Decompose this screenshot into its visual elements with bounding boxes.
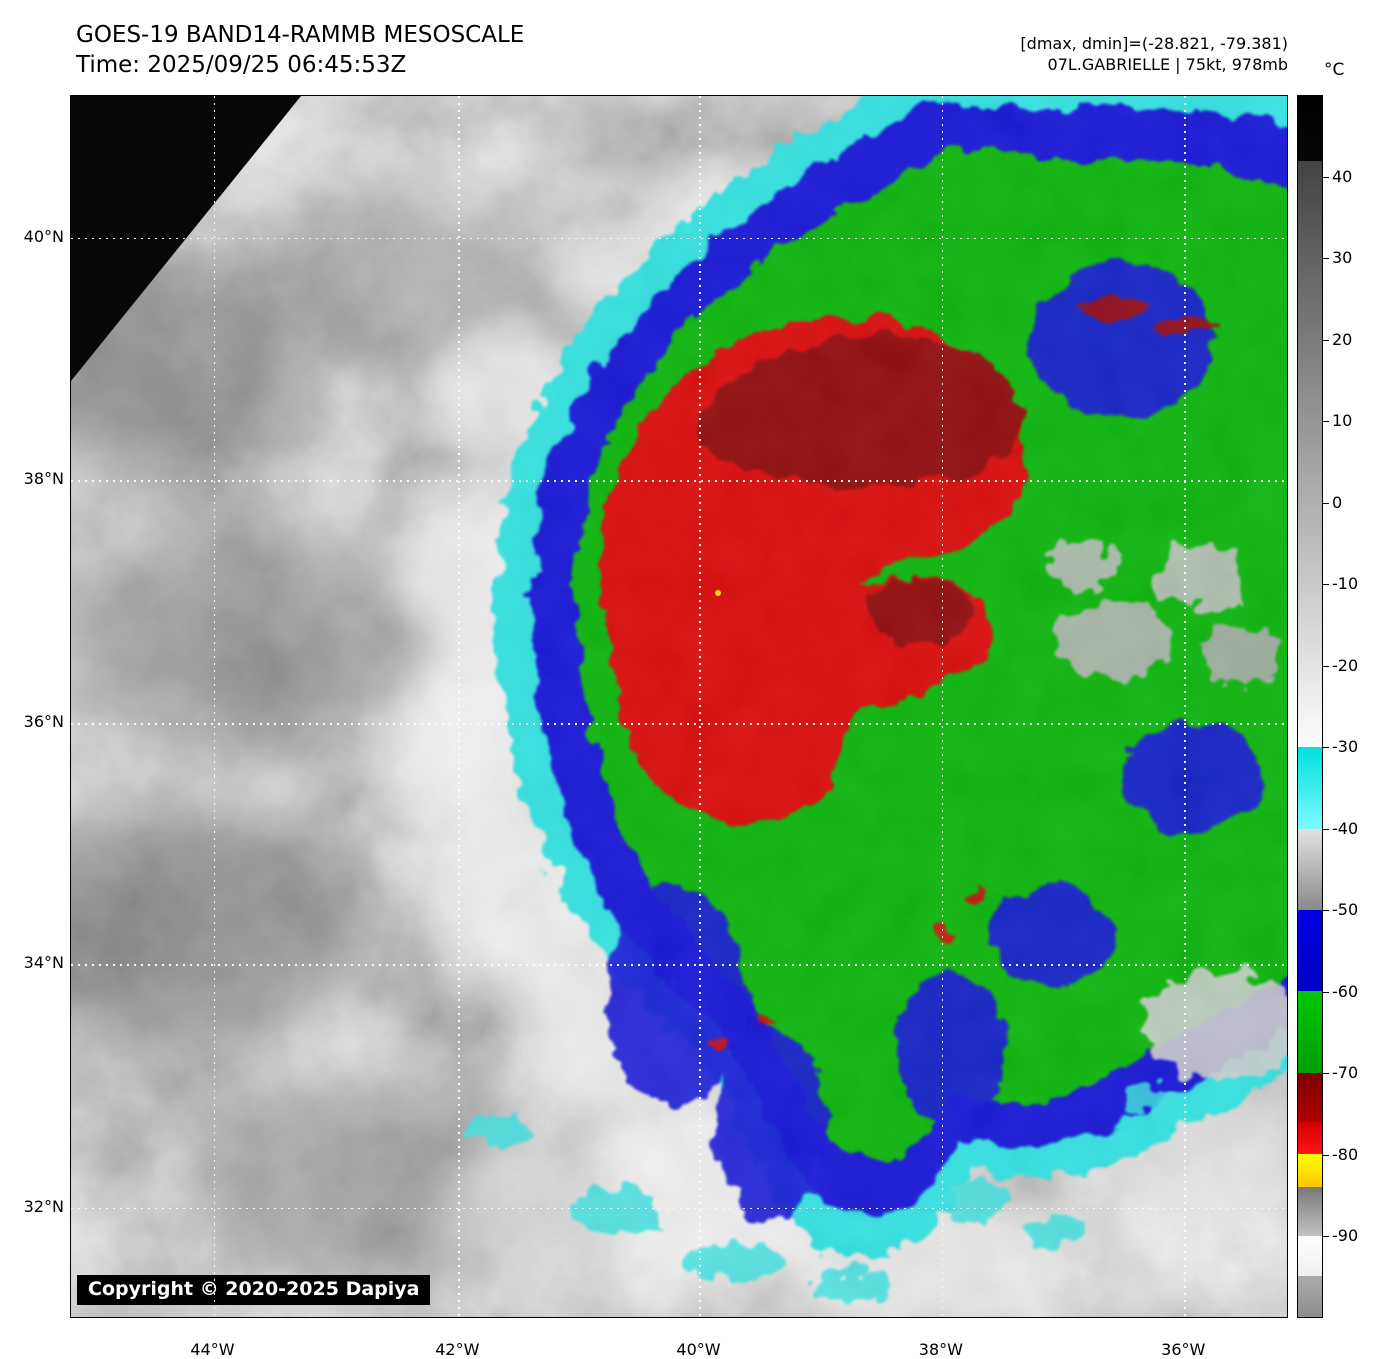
colorbar-segment: [1298, 910, 1322, 992]
longitude-label: 36°W: [1161, 1340, 1206, 1359]
sensor-noise-overlay: [71, 96, 1287, 1317]
gridline-longitude: [1184, 96, 1186, 1317]
colorbar-tick-label: -10: [1332, 574, 1359, 594]
colorbar-segment: [1298, 1235, 1322, 1277]
storm-info: 07L.GABRIELLE | 75kt, 978mb: [1047, 55, 1288, 74]
header-right: [dmax, dmin]=(-28.821, -79.381) 07L.GABR…: [1020, 33, 1288, 75]
colorbar-tick: [1323, 584, 1329, 586]
colorbar-segment: [1298, 747, 1322, 829]
colorbar-tick-label: -20: [1332, 655, 1359, 675]
latitude-label: 38°N: [23, 469, 64, 489]
colorbar-tick: [1323, 665, 1329, 667]
longitude-label: 38°W: [918, 1340, 963, 1359]
gridline-latitude: [71, 237, 1287, 240]
map-area: Copyright © 2020-2025 Dapiya: [70, 95, 1288, 1318]
colorbar-segment: [1298, 1186, 1322, 1236]
colorbar-tick: [1323, 421, 1329, 423]
colorbar-unit-label: °C: [1324, 60, 1345, 80]
colorbar-tick-label: -60: [1332, 981, 1359, 1001]
gridline-longitude: [941, 96, 944, 1317]
colorbar-tick: [1323, 339, 1329, 341]
colorbar-segment: [1298, 1154, 1322, 1187]
colorbar-tick: [1323, 991, 1329, 993]
latitude-label: 34°N: [23, 953, 64, 973]
gridline-longitude: [458, 96, 460, 1317]
colorbar-tick: [1323, 176, 1329, 178]
gridline-latitude: [71, 480, 1287, 482]
colorbar-tick-label: 40: [1332, 166, 1353, 186]
colorbar-tick: [1323, 1236, 1329, 1238]
colorbar-segment: [1298, 991, 1322, 1073]
colorbar-tick-label: -70: [1332, 1063, 1359, 1083]
colorbar-tick: [1323, 1154, 1329, 1156]
colorbar-segment: [1298, 1121, 1322, 1155]
latitude-label: 36°N: [23, 712, 64, 732]
latitude-label: 40°N: [23, 226, 64, 246]
colorbar-tick: [1323, 502, 1329, 504]
timestamp: Time: 2025/09/25 06:45:53Z: [76, 52, 407, 78]
gridline-latitude: [71, 964, 1287, 966]
colorbar-tick-label: 30: [1332, 248, 1353, 268]
colorbar-tick: [1323, 258, 1329, 260]
colorbar-segment: [1298, 161, 1322, 748]
colorbar-tick-label: -50: [1332, 900, 1359, 920]
longitude-label: 42°W: [435, 1340, 480, 1359]
longitude-label: 44°W: [190, 1340, 235, 1359]
longitude-label: 40°W: [676, 1340, 721, 1359]
colorbar-segment: [1298, 96, 1322, 162]
colorbar-tick: [1323, 1073, 1329, 1075]
gridline-latitude: [71, 1207, 1287, 1210]
dmax-dmin-readout: [dmax, dmin]=(-28.821, -79.381): [1020, 34, 1288, 53]
colorbar-tick-label: 20: [1332, 329, 1353, 349]
colorbar-tick-label: -90: [1332, 1226, 1359, 1246]
colorbar: [1297, 95, 1323, 1318]
colorbar-tick-label: -30: [1332, 737, 1359, 757]
page-title: GOES-19 BAND14-RAMMB MESOSCALE: [76, 22, 525, 48]
colorbar-tick-label: -40: [1332, 818, 1359, 838]
colorbar-segment: [1298, 1276, 1322, 1317]
colorbar-tick: [1323, 747, 1329, 749]
gridline-longitude: [699, 96, 701, 1317]
copyright-badge: Copyright © 2020-2025 Dapiya: [77, 1275, 431, 1305]
colorbar-tick: [1323, 910, 1329, 912]
colorbar-tick-label: -80: [1332, 1144, 1359, 1164]
colorbar-tick-label: 0: [1332, 492, 1343, 512]
colorbar-tick: [1323, 828, 1329, 830]
gridline-latitude: [71, 723, 1287, 725]
colorbar-tick-label: 10: [1332, 411, 1353, 431]
colorbar-segment: [1298, 828, 1322, 910]
latitude-label: 32°N: [23, 1196, 64, 1216]
gridline-longitude: [213, 96, 215, 1317]
satellite-ir-image: [71, 96, 1287, 1317]
colorbar-segment: [1298, 1072, 1322, 1122]
